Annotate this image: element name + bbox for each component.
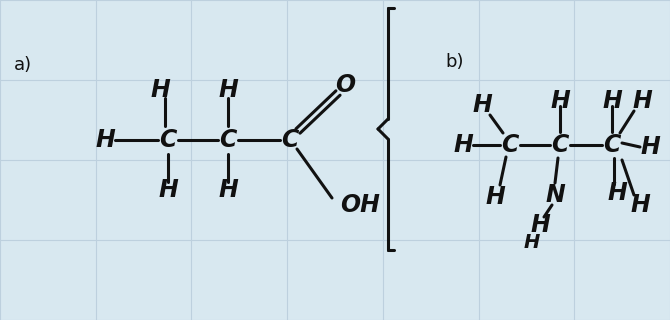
Text: H: H	[632, 89, 652, 113]
Text: C: C	[501, 133, 519, 157]
Text: H: H	[218, 178, 238, 202]
Text: OH: OH	[340, 193, 380, 217]
Text: C: C	[159, 128, 177, 152]
Text: b): b)	[445, 53, 464, 71]
Text: C: C	[603, 133, 620, 157]
Text: a): a)	[14, 56, 32, 74]
Text: H: H	[550, 89, 570, 113]
Text: H: H	[640, 135, 660, 159]
Text: H: H	[607, 181, 627, 205]
Text: H: H	[485, 185, 505, 209]
Text: H: H	[453, 133, 473, 157]
Text: N: N	[545, 183, 565, 207]
Text: H: H	[630, 193, 650, 217]
Text: H: H	[95, 128, 115, 152]
Text: H: H	[150, 78, 170, 102]
Text: H: H	[530, 213, 550, 237]
Text: C: C	[281, 128, 299, 152]
Text: H: H	[218, 78, 238, 102]
Text: O: O	[335, 73, 355, 97]
Text: C: C	[551, 133, 569, 157]
Text: H: H	[602, 89, 622, 113]
Text: H: H	[472, 93, 492, 117]
Text: H: H	[158, 178, 178, 202]
Text: H: H	[524, 234, 540, 252]
Text: C: C	[219, 128, 237, 152]
